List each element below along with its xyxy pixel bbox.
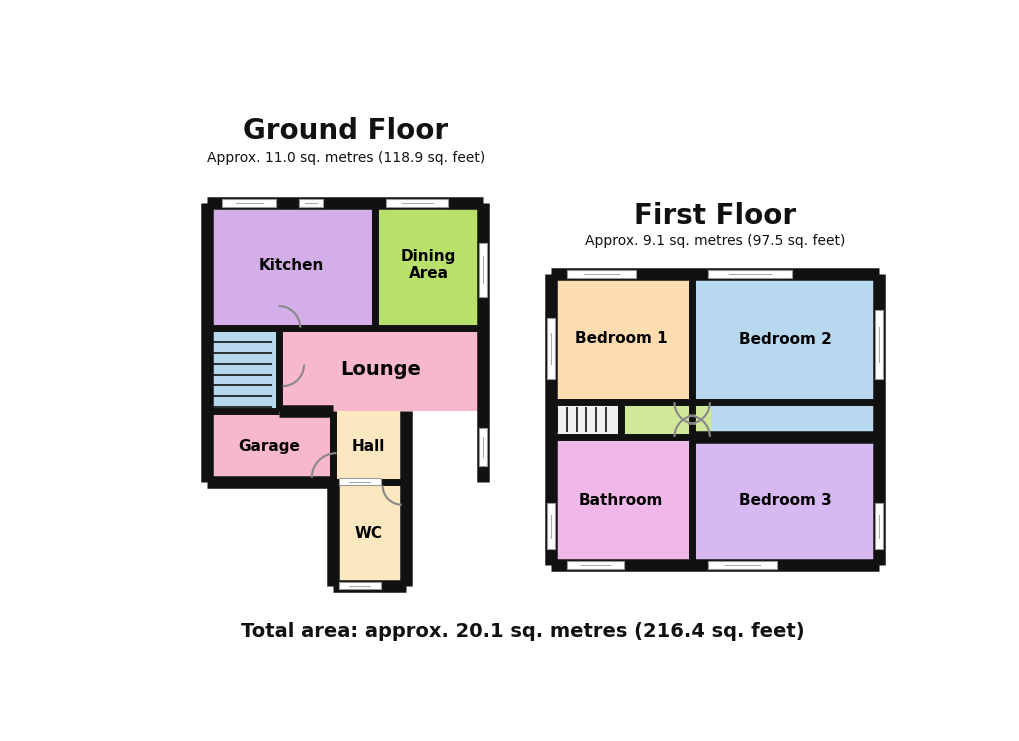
Bar [375, 203, 482, 328]
Bar [707, 561, 776, 568]
Text: Bathroom: Bathroom [579, 494, 662, 508]
Text: Bedroom 1: Bedroom 1 [575, 331, 667, 346]
Text: First Floor: First Floor [634, 202, 796, 230]
Bar [874, 310, 882, 379]
Bar [692, 437, 878, 565]
Bar [567, 270, 635, 278]
Bar [550, 273, 692, 402]
Bar [707, 270, 792, 278]
Bar [478, 243, 486, 297]
Bar [207, 328, 278, 411]
Bar [332, 411, 406, 482]
Bar [207, 411, 332, 482]
Bar [567, 561, 624, 568]
Text: Hall: Hall [352, 439, 385, 453]
Bar [332, 482, 406, 585]
Bar [621, 402, 710, 437]
Text: Approx. 9.1 sq. metres (97.5 sq. feet): Approx. 9.1 sq. metres (97.5 sq. feet) [585, 234, 845, 248]
Text: Kitchen: Kitchen [258, 258, 323, 273]
Bar [300, 199, 322, 207]
Bar [478, 428, 486, 466]
Bar [278, 328, 482, 411]
Text: Ground Floor: Ground Floor [243, 117, 447, 145]
Bar [692, 273, 878, 437]
Text: Approx. 11.0 sq. metres (118.9 sq. feet): Approx. 11.0 sq. metres (118.9 sq. feet) [206, 151, 484, 165]
Bar [550, 402, 621, 437]
Text: WC: WC [355, 526, 382, 542]
Bar [386, 199, 447, 207]
Bar [547, 318, 554, 379]
Text: Dining
Area: Dining Area [400, 249, 457, 282]
Bar [550, 437, 692, 565]
Bar [222, 199, 276, 207]
Bar [874, 503, 882, 549]
Bar [338, 478, 381, 485]
Text: Bedroom 3: Bedroom 3 [738, 494, 830, 508]
Text: Garage: Garage [238, 439, 300, 453]
Text: Bedroom 2: Bedroom 2 [738, 333, 830, 348]
Bar [547, 503, 554, 549]
Text: Lounge: Lounge [339, 359, 420, 379]
Bar [207, 203, 375, 328]
Text: Total area: approx. 20.1 sq. metres (216.4 sq. feet): Total area: approx. 20.1 sq. metres (216… [240, 622, 804, 641]
Bar [338, 582, 381, 589]
